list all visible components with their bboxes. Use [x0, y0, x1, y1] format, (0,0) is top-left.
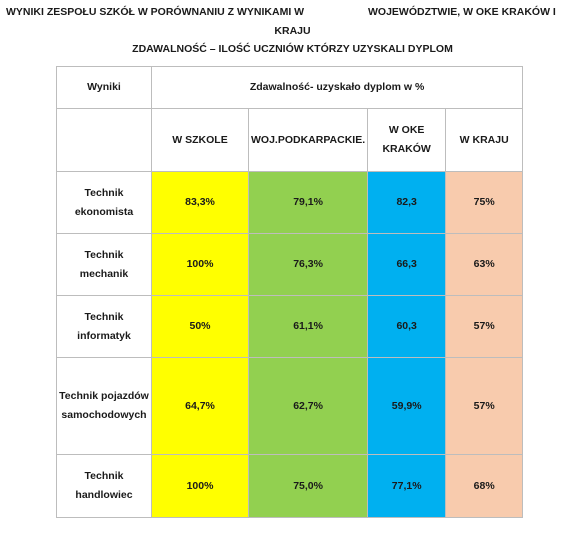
title-line-1-right: WOJEWÓDZTWIE, W OKE KRAKÓW I	[368, 6, 556, 18]
table-row: Technik pojazdów samochodowych 64,7% 62,…	[56, 357, 524, 455]
value-szkole: 100%	[151, 233, 249, 296]
value-kraj: 57%	[445, 295, 524, 358]
value-oke: 60,3	[367, 295, 447, 358]
results-table: Wyniki Zdawalność- uzyskało dyplom w % W…	[56, 66, 524, 518]
row-label: Technik informatyk	[56, 295, 152, 358]
row-label: Technik mechanik	[56, 233, 152, 296]
value-podkarpackie: 75,0%	[247, 454, 369, 518]
value-podkarpackie: 79,1%	[247, 171, 369, 234]
table-row: Technik handlowiec 100% 75,0% 77,1% 68%	[56, 454, 524, 518]
column-header-row: W SZKOLE WOJ.PODKARPACKIE. W OKE KRAKÓW …	[56, 108, 524, 172]
row-label: Technik handlowiec	[56, 454, 152, 518]
value-oke: 59,9%	[367, 357, 447, 455]
title-line-2: KRAJU	[274, 25, 311, 37]
value-szkole: 50%	[151, 295, 249, 358]
col-header-podkarpackie: WOJ.PODKARPACKIE.	[247, 108, 369, 172]
value-szkole: 83,3%	[151, 171, 249, 234]
col-header-kraj: W KRAJU	[445, 108, 524, 172]
value-podkarpackie: 76,3%	[247, 233, 369, 296]
row-label: Technik ekonomista	[56, 171, 152, 234]
value-kraj: 68%	[445, 454, 524, 518]
value-oke: 66,3	[367, 233, 447, 296]
value-szkole: 64,7%	[151, 357, 249, 455]
wyniki-header: Wyniki	[56, 66, 152, 109]
value-kraj: 57%	[445, 357, 524, 455]
row-label: Technik pojazdów samochodowych	[56, 357, 152, 455]
value-oke: 77,1%	[367, 454, 447, 518]
value-oke: 82,3	[367, 171, 447, 234]
value-podkarpackie: 61,1%	[247, 295, 369, 358]
group-header: Zdawalność- uzyskało dyplom w %	[150, 66, 524, 109]
table-row: Technik informatyk 50% 61,1% 60,3 57%	[56, 295, 524, 358]
col-header-oke: W OKE KRAKÓW	[367, 108, 447, 172]
value-kraj: 75%	[445, 171, 524, 234]
value-szkole: 100%	[151, 454, 249, 518]
subtitle: ZDAWALNOŚĆ – ILOŚĆ UCZNIÓW KTÓRZY UZYSKA…	[132, 43, 453, 55]
table-header-row: Wyniki Zdawalność- uzyskało dyplom w %	[56, 66, 524, 109]
title-line-1-left: WYNIKI ZESPOŁU SZKÓŁ W PORÓWNANIU Z WYNI…	[6, 6, 305, 18]
table-row: Technik ekonomista 83,3% 79,1% 82,3 75%	[56, 171, 524, 234]
table-row: Technik mechanik 100% 76,3% 66,3 63%	[56, 233, 524, 296]
col-header-szkole: W SZKOLE	[151, 108, 249, 172]
value-kraj: 63%	[445, 233, 524, 296]
empty-header-cell	[56, 108, 152, 172]
value-podkarpackie: 62,7%	[247, 357, 369, 455]
